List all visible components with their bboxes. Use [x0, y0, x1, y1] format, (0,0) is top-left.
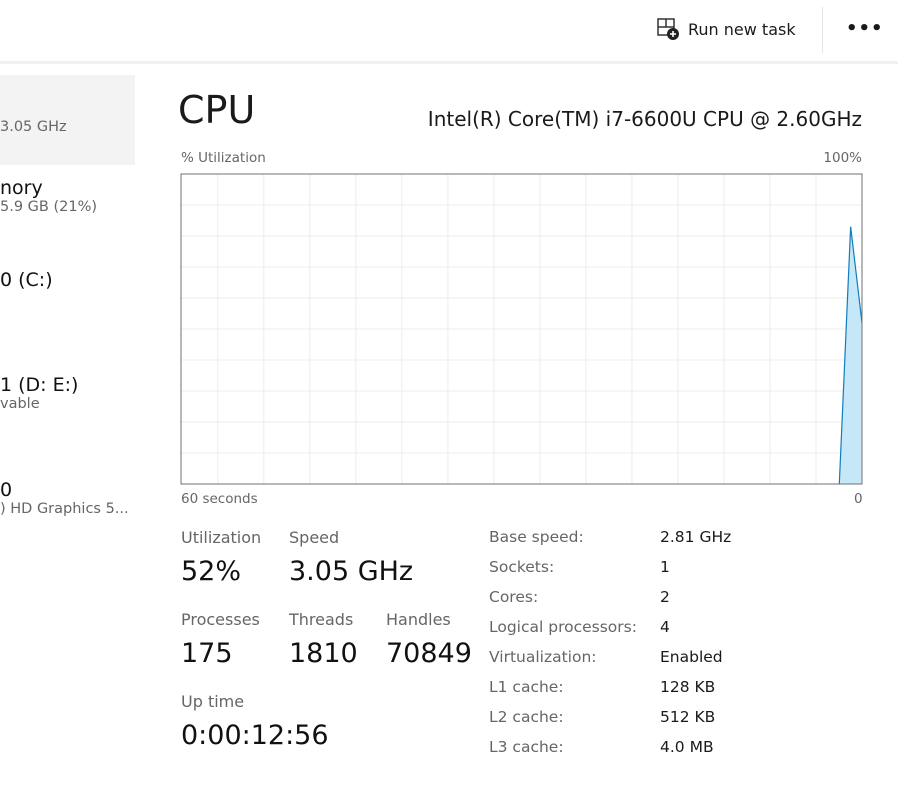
- threads-label: Threads: [289, 610, 354, 629]
- detail-label: L2 cache:: [489, 708, 564, 726]
- graph-xlabel-right: 0: [854, 491, 863, 507]
- uptime-value: 0:00:12:56: [181, 720, 329, 751]
- toolbar-divider: [822, 7, 823, 53]
- sidebar-item-sub: ) HD Graphics 5...: [0, 501, 129, 517]
- detail-value: 1: [660, 558, 670, 576]
- graph-ylabel: % Utilization: [181, 150, 266, 166]
- speed-value: 3.05 GHz: [289, 556, 414, 587]
- speed-label: Speed: [289, 528, 340, 547]
- run-task-icon: [657, 18, 679, 40]
- processes-label: Processes: [181, 610, 260, 629]
- run-new-task-label: Run new task: [688, 19, 796, 39]
- graph-xlabel-left: 60 seconds: [181, 491, 258, 507]
- processes-value: 175: [181, 638, 233, 669]
- detail-label: Cores:: [489, 588, 539, 606]
- sidebar-item-disk-1[interactable]: 1 (D: E:) vable: [0, 374, 135, 434]
- detail-value: 128 KB: [660, 678, 716, 696]
- sidebar: 3.05 GHz nory 5.9 GB (21%) 0 (C:) 1 (D: …: [0, 64, 135, 789]
- sidebar-item-memory[interactable]: nory 5.9 GB (21%): [0, 177, 135, 237]
- sidebar-item-disk-0[interactable]: 0 (C:): [0, 269, 135, 329]
- detail-value: 4.0 MB: [660, 738, 714, 756]
- detail-label: Sockets:: [489, 558, 555, 576]
- page-title: CPU: [178, 88, 256, 132]
- sidebar-item-name: 1 (D: E:): [0, 374, 79, 396]
- graph-ymax-label: 100%: [823, 150, 862, 166]
- detail-label: Logical processors:: [489, 618, 637, 636]
- ellipsis-icon[interactable]: •••: [846, 18, 884, 39]
- run-new-task-button[interactable]: Run new task: [656, 17, 796, 41]
- detail-label: L1 cache:: [489, 678, 564, 696]
- sidebar-item-gpu-0[interactable]: 0 ) HD Graphics 5...: [0, 479, 135, 539]
- detail-value: 512 KB: [660, 708, 716, 726]
- detail-value: 2: [660, 588, 670, 606]
- detail-value: 2.81 GHz: [660, 528, 732, 546]
- toolbar: Run new task •••: [0, 0, 898, 64]
- detail-label: Base speed:: [489, 528, 584, 546]
- cpu-model: Intel(R) Core(TM) i7-6600U CPU @ 2.60GHz: [427, 107, 862, 131]
- sidebar-item-cpu[interactable]: 3.05 GHz: [0, 75, 135, 165]
- sidebar-item-name: 0 (C:): [0, 269, 53, 291]
- utilization-value: 52%: [181, 556, 242, 587]
- handles-value: 70849: [386, 638, 472, 669]
- detail-value: Enabled: [660, 648, 723, 666]
- handles-label: Handles: [386, 610, 451, 629]
- sidebar-item-sub: vable: [0, 396, 40, 412]
- utilization-area: [839, 226, 862, 484]
- sidebar-item-name: nory: [0, 177, 43, 199]
- uptime-label: Up time: [181, 692, 245, 711]
- detail-value: 4: [660, 618, 670, 636]
- graph-border: [180, 173, 863, 485]
- threads-value: 1810: [289, 638, 358, 669]
- detail-label: L3 cache:: [489, 738, 564, 756]
- sidebar-item-name: 0: [0, 479, 13, 501]
- sidebar-item-sub: 3.05 GHz: [0, 119, 67, 135]
- utilization-label: Utilization: [181, 528, 262, 547]
- detail-label: Virtualization:: [489, 648, 597, 666]
- sidebar-item-sub: 5.9 GB (21%): [0, 199, 98, 215]
